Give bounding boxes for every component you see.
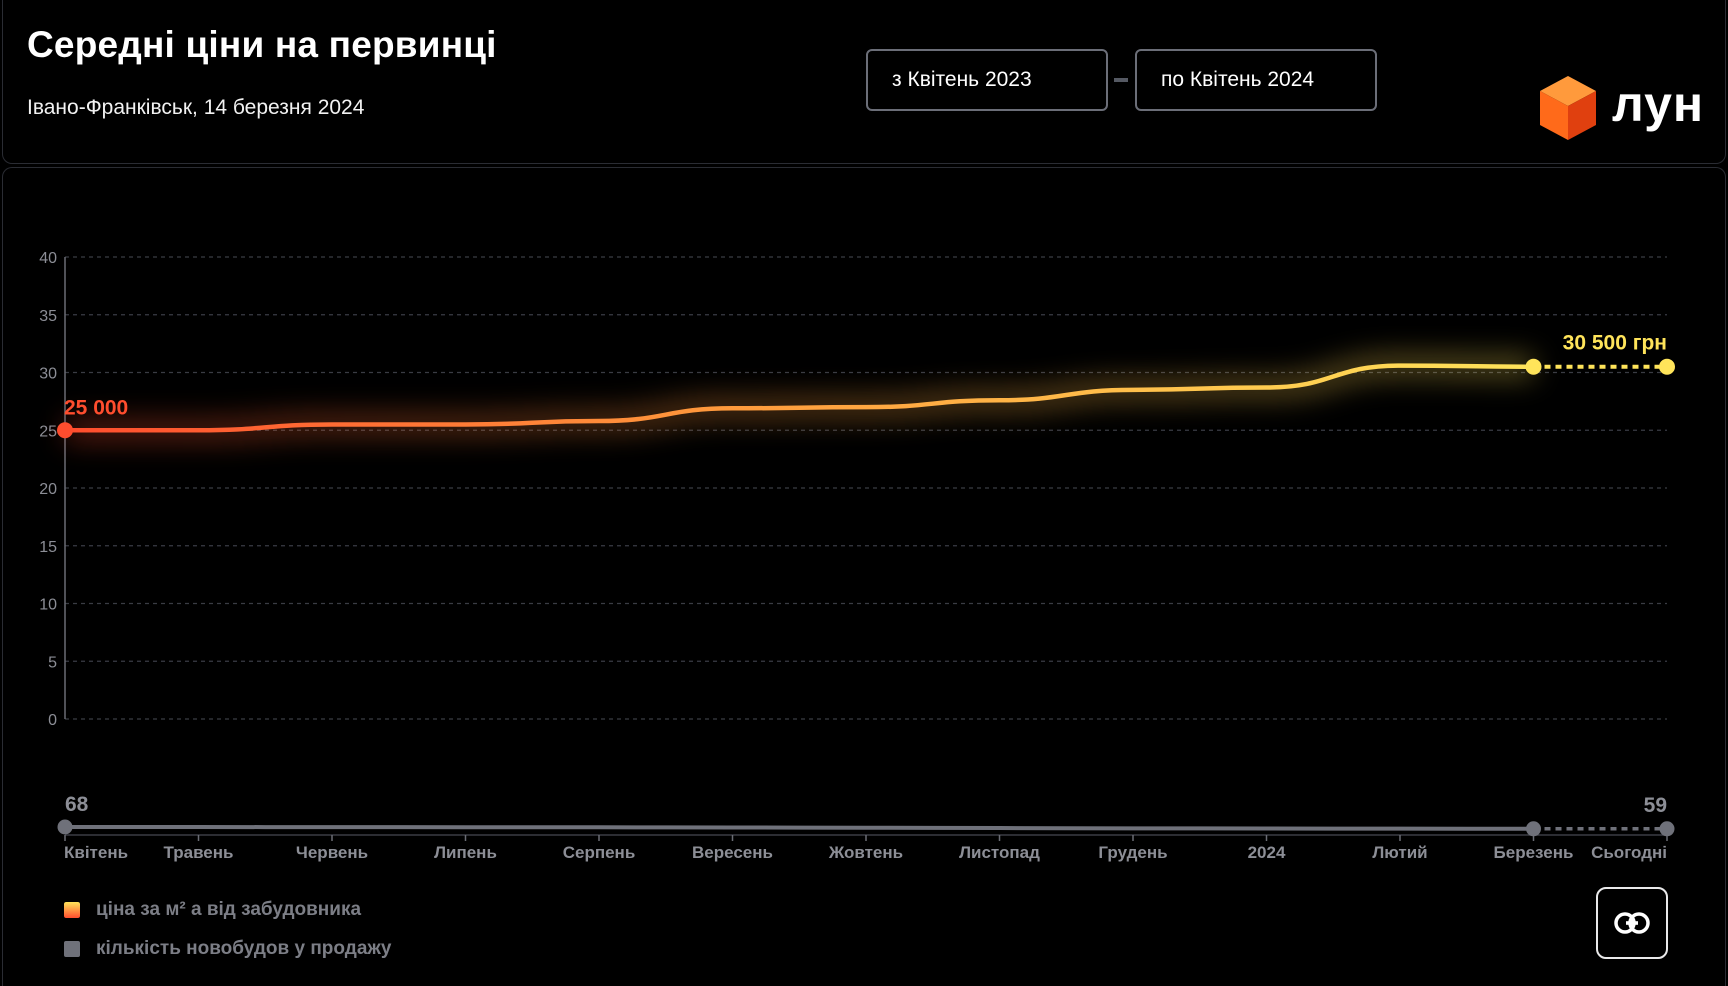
count-current-point (1526, 821, 1541, 837)
x-tick-label: Березень (1494, 843, 1574, 862)
legend-count-label: кількість новобудов у продажу (96, 938, 392, 959)
legend-price-label: ціна за м² a від забудовника (96, 899, 362, 920)
count-today-point (1659, 821, 1675, 837)
x-axis: Квітень Травень Червень Липень Серпень Вересе… (64, 834, 1668, 862)
price-line (62, 363, 1536, 433)
price-start-point (57, 422, 73, 439)
date-range-separator (1114, 78, 1128, 82)
price-series (57, 354, 1675, 442)
x-tick-label: Вересень (692, 843, 773, 862)
count-start-label: 68 (65, 793, 89, 816)
y-tick-label: 5 (48, 654, 57, 671)
cube-logo-icon (1538, 74, 1598, 147)
link-icon (1614, 912, 1650, 934)
chart-panel (2, 167, 1726, 986)
count-line (63, 824, 1536, 831)
y-axis: 0 5 10 15 20 25 30 35 40 (39, 250, 66, 729)
x-tick-label: Грудень (1098, 843, 1167, 862)
y-tick-label: 15 (39, 539, 57, 556)
date-to-picker[interactable]: по Квітень 2024 (1135, 49, 1377, 111)
y-tick-label: 35 (39, 308, 57, 325)
y-tick-label: 0 (48, 712, 57, 729)
x-tick-label: Квітень (64, 843, 128, 862)
x-tick-label: 2024 (1248, 843, 1286, 862)
x-tick-label: Травень (164, 843, 234, 862)
count-series (57, 819, 1675, 837)
logo-text: лун (1612, 76, 1705, 132)
x-tick-label: Липень (434, 843, 497, 862)
share-link-button[interactable] (1596, 887, 1668, 959)
y-tick-label: 10 (39, 597, 57, 614)
y-tick-label: 20 (39, 481, 57, 498)
x-tick-label: Червень (296, 843, 368, 862)
price-line-glow (65, 354, 1534, 442)
legend-count-swatch (64, 941, 80, 957)
page-title: Середні ціни на первинці (27, 24, 497, 65)
legend-price: ціна за м² a від забудовника (64, 899, 361, 921)
annotations: 25 000 30 500 грн 68 59 (64, 332, 1667, 817)
legend-price-swatch (64, 902, 80, 918)
y-tick-label: 25 (39, 423, 57, 440)
count-end-label: 59 (1644, 794, 1667, 817)
grid (65, 256, 1667, 720)
price-end-label: 30 500 грн (1563, 332, 1667, 355)
x-tick-label: Сьогодні (1591, 843, 1667, 862)
date-from-picker[interactable]: з Квітень 2023 (866, 49, 1108, 111)
price-start-label: 25 000 (64, 396, 128, 419)
x-tick-label: Лютий (1372, 843, 1427, 862)
x-tick-label: Серпень (563, 843, 636, 862)
price-today-point (1659, 358, 1675, 375)
y-tick-label: 30 (39, 366, 57, 383)
legend-count: кількість новобудов у продажу (64, 938, 391, 960)
count-start-point (57, 819, 73, 835)
y-tick-label: 40 (39, 250, 57, 267)
x-tick-label: Листопад (959, 843, 1040, 862)
page-subtitle: Івано-Франківськ, 14 березня 2024 (27, 96, 365, 119)
price-current-point (1525, 358, 1542, 375)
x-tick-label: Жовтень (828, 843, 903, 862)
header-panel (2, 0, 1726, 164)
